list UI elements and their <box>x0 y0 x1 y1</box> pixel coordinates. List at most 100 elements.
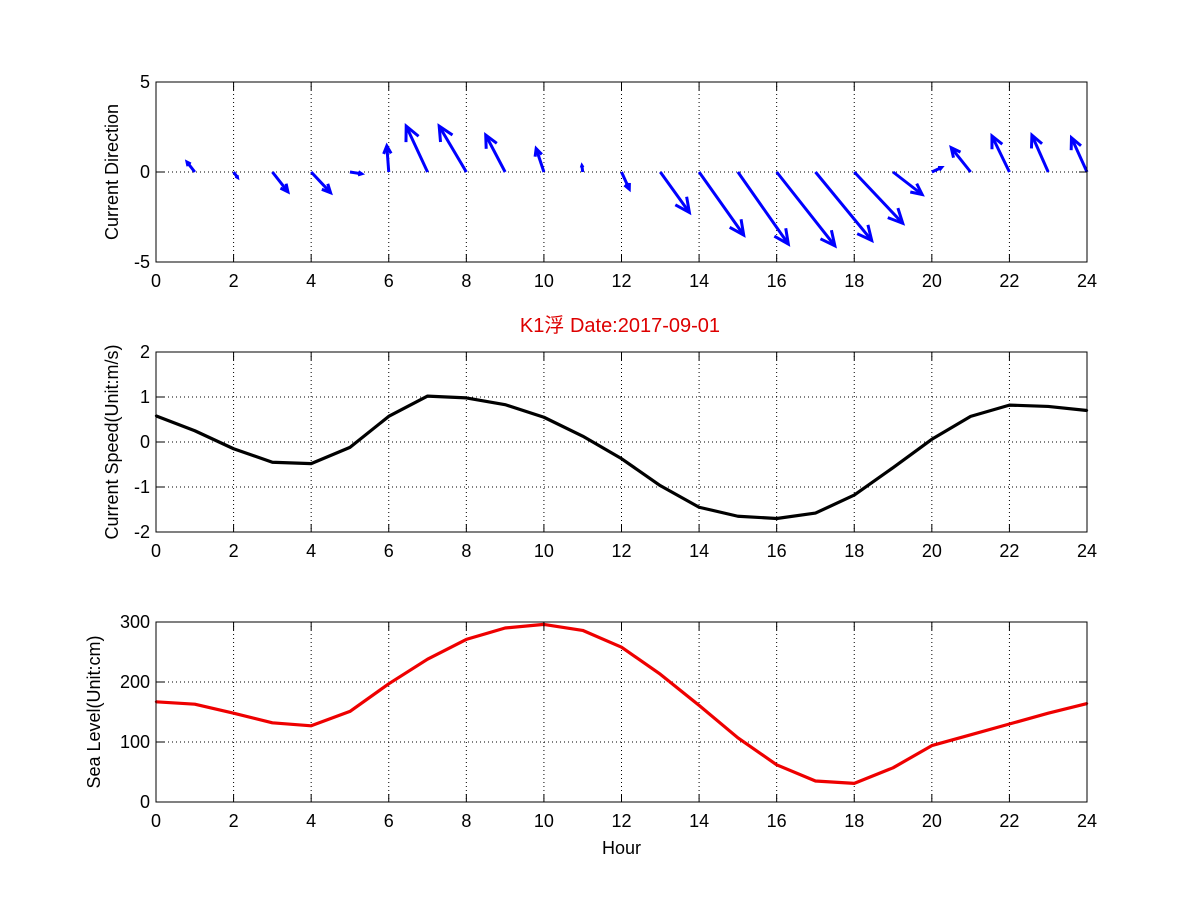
y-tick-label: -5 <box>134 252 150 272</box>
data-point <box>193 429 196 432</box>
arrow-shaft <box>385 145 391 173</box>
y-tick-label: 2 <box>140 342 150 362</box>
data-point <box>697 506 701 509</box>
x-tick-label: 0 <box>151 271 161 291</box>
quiver-arrow <box>775 171 837 249</box>
data-point <box>1047 712 1050 715</box>
arrow-shaft <box>853 170 904 225</box>
arrow-head <box>579 162 585 169</box>
figure-title: K1浮 Date:2017-09-01 <box>520 314 720 337</box>
arrow-head <box>404 122 420 143</box>
data-point <box>271 461 274 464</box>
x-tick-label: 10 <box>534 541 554 561</box>
arrow-shaft <box>271 171 290 193</box>
y-tick-label: 0 <box>140 432 150 452</box>
y-axis-label: Sea Level(Unit:cm) <box>84 635 104 788</box>
x-tick-label: 24 <box>1077 541 1097 561</box>
x-tick-label: 8 <box>461 811 471 831</box>
arrow-shaft <box>814 171 873 242</box>
y-axis-label: Current Direction <box>102 104 122 240</box>
x-tick-label: 4 <box>306 271 316 291</box>
x-tick-label: 20 <box>922 271 942 291</box>
x-tick-label: 10 <box>534 811 554 831</box>
quiver-arrow <box>533 145 546 173</box>
arrow-shaft <box>1070 137 1089 173</box>
data-point <box>465 396 468 400</box>
arrow-head <box>937 165 945 172</box>
data-point <box>891 766 895 769</box>
data-point <box>969 415 972 418</box>
arrow-head <box>674 196 692 216</box>
arrow-head <box>773 227 791 247</box>
data-point <box>426 658 429 661</box>
x-tick-label: 22 <box>999 541 1019 561</box>
data-point <box>697 704 701 707</box>
quiver-arrow <box>892 170 925 197</box>
x-tick-label: 8 <box>461 541 471 561</box>
data-point <box>232 447 235 450</box>
arrow-shaft <box>1030 134 1050 173</box>
x-tick-label: 14 <box>689 811 709 831</box>
arrow-head <box>909 182 925 197</box>
quiver-arrow <box>949 145 972 173</box>
y-tick-label: 300 <box>120 612 150 632</box>
data-point <box>853 493 856 497</box>
y-tick-label: 0 <box>140 792 150 812</box>
arrow-head <box>279 183 291 195</box>
data-point <box>387 415 390 418</box>
x-tick-label: 2 <box>229 811 239 831</box>
quiver-arrow <box>349 170 366 177</box>
y-tick-label: 1 <box>140 387 150 407</box>
arrow-head <box>184 159 192 167</box>
data-point <box>736 515 740 518</box>
data-point <box>426 394 429 398</box>
y-tick-label: 0 <box>140 162 150 182</box>
plot-area <box>156 352 1087 532</box>
data-point <box>581 629 584 632</box>
data-point <box>659 673 662 676</box>
y-axis-label: Current Speed(Unit:m/s) <box>102 344 122 539</box>
data-point <box>891 466 895 469</box>
x-tick-label: 10 <box>534 271 554 291</box>
arrow-shaft <box>697 171 745 236</box>
quiver-arrow <box>1069 134 1089 173</box>
arrow-head <box>533 145 543 157</box>
arrow-head <box>887 207 906 226</box>
quiver-arrow <box>736 171 791 247</box>
quiver-arrow <box>579 162 585 173</box>
data-point <box>775 763 778 766</box>
data-point <box>930 438 934 441</box>
data-point <box>930 744 934 747</box>
x-tick-label: 24 <box>1077 271 1097 291</box>
data-point <box>736 736 740 739</box>
data-point <box>620 457 623 460</box>
data-point <box>503 626 507 630</box>
x-tick-label: 2 <box>229 271 239 291</box>
arrow-shaft <box>736 171 790 245</box>
arrow-head <box>819 229 837 249</box>
x-tick-label: 24 <box>1077 811 1097 831</box>
arrow-shaft <box>659 171 691 214</box>
x-tick-label: 22 <box>999 811 1019 831</box>
y-tick-label: -1 <box>134 477 150 497</box>
data-point <box>853 782 856 785</box>
data-point <box>814 511 817 515</box>
arrow-head <box>949 145 962 159</box>
quiver-arrow <box>697 171 746 238</box>
y-tick-label: 5 <box>140 72 150 92</box>
x-tick-label: 2 <box>229 541 239 561</box>
quiver-arrow <box>484 132 507 173</box>
arrow-head <box>357 170 366 177</box>
data-point <box>271 721 274 724</box>
x-tick-label: 16 <box>767 811 787 831</box>
x-tick-label: 0 <box>151 811 161 831</box>
quiver-arrow <box>814 171 874 244</box>
x-tick-label: 20 <box>922 811 942 831</box>
arrow-shaft <box>404 125 429 173</box>
arrow-head <box>234 174 240 181</box>
arrow-head <box>990 132 1004 150</box>
arrow-shaft <box>310 170 332 194</box>
data-point <box>775 517 778 520</box>
